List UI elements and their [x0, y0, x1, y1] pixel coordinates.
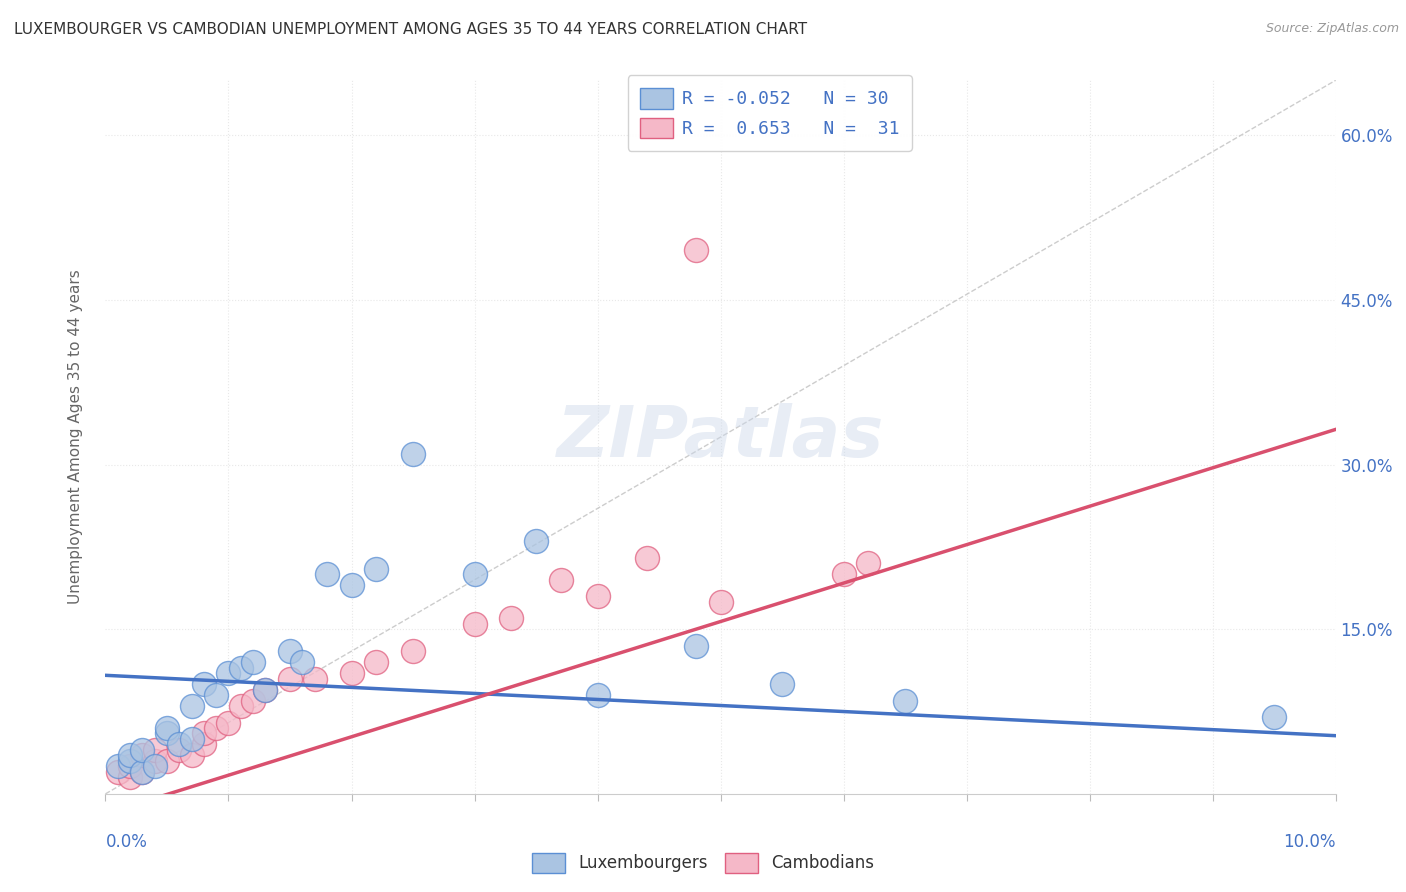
Point — [254, 682, 277, 697]
Point — [169, 743, 191, 757]
Point — [229, 660, 252, 674]
Point — [636, 550, 658, 565]
Point — [131, 748, 153, 763]
Point — [366, 562, 388, 576]
Point — [894, 693, 917, 707]
Text: LUXEMBOURGER VS CAMBODIAN UNEMPLOYMENT AMONG AGES 35 TO 44 YEARS CORRELATION CHA: LUXEMBOURGER VS CAMBODIAN UNEMPLOYMENT A… — [14, 22, 807, 37]
Point — [205, 688, 228, 702]
Point — [278, 644, 301, 658]
Point — [107, 764, 129, 779]
Point — [586, 589, 609, 603]
Point — [464, 567, 486, 582]
Point — [120, 754, 141, 768]
Point — [143, 759, 166, 773]
Point — [315, 567, 337, 582]
Point — [193, 726, 215, 740]
Point — [131, 764, 153, 779]
Point — [685, 244, 707, 258]
Point — [193, 738, 215, 752]
Point — [131, 743, 153, 757]
Text: ZIPatlas: ZIPatlas — [557, 402, 884, 472]
Point — [340, 666, 363, 681]
Point — [254, 682, 277, 697]
Point — [180, 699, 202, 714]
Point — [107, 759, 129, 773]
Point — [550, 573, 572, 587]
Point — [402, 644, 425, 658]
Point — [278, 672, 301, 686]
Point — [143, 754, 166, 768]
Point — [832, 567, 855, 582]
Point — [180, 731, 202, 746]
Point — [304, 672, 326, 686]
Point — [524, 534, 547, 549]
Point — [464, 616, 486, 631]
Point — [193, 677, 215, 691]
Point — [218, 715, 240, 730]
Point — [501, 611, 523, 625]
Point — [229, 699, 252, 714]
Point — [131, 764, 153, 779]
Point — [685, 639, 707, 653]
Point — [858, 557, 880, 571]
Point — [710, 595, 733, 609]
Point — [120, 759, 141, 773]
Point — [291, 655, 314, 669]
Point — [340, 578, 363, 592]
Point — [156, 754, 179, 768]
Text: Source: ZipAtlas.com: Source: ZipAtlas.com — [1265, 22, 1399, 36]
Point — [120, 748, 141, 763]
Point — [586, 688, 609, 702]
Legend: R = -0.052   N = 30, R =  0.653   N =  31: R = -0.052 N = 30, R = 0.653 N = 31 — [627, 75, 912, 151]
Text: 0.0%: 0.0% — [105, 833, 148, 851]
Point — [242, 655, 264, 669]
Point — [1263, 710, 1285, 724]
Point — [770, 677, 793, 691]
Point — [169, 738, 191, 752]
Point — [205, 721, 228, 735]
Text: 10.0%: 10.0% — [1284, 833, 1336, 851]
Point — [366, 655, 388, 669]
Y-axis label: Unemployment Among Ages 35 to 44 years: Unemployment Among Ages 35 to 44 years — [67, 269, 83, 605]
Point — [120, 771, 141, 785]
Point — [180, 748, 202, 763]
Point — [242, 693, 264, 707]
Point — [156, 721, 179, 735]
Point — [218, 666, 240, 681]
Point — [143, 743, 166, 757]
Legend: Luxembourgers, Cambodians: Luxembourgers, Cambodians — [524, 847, 882, 880]
Point — [156, 726, 179, 740]
Point — [402, 446, 425, 460]
